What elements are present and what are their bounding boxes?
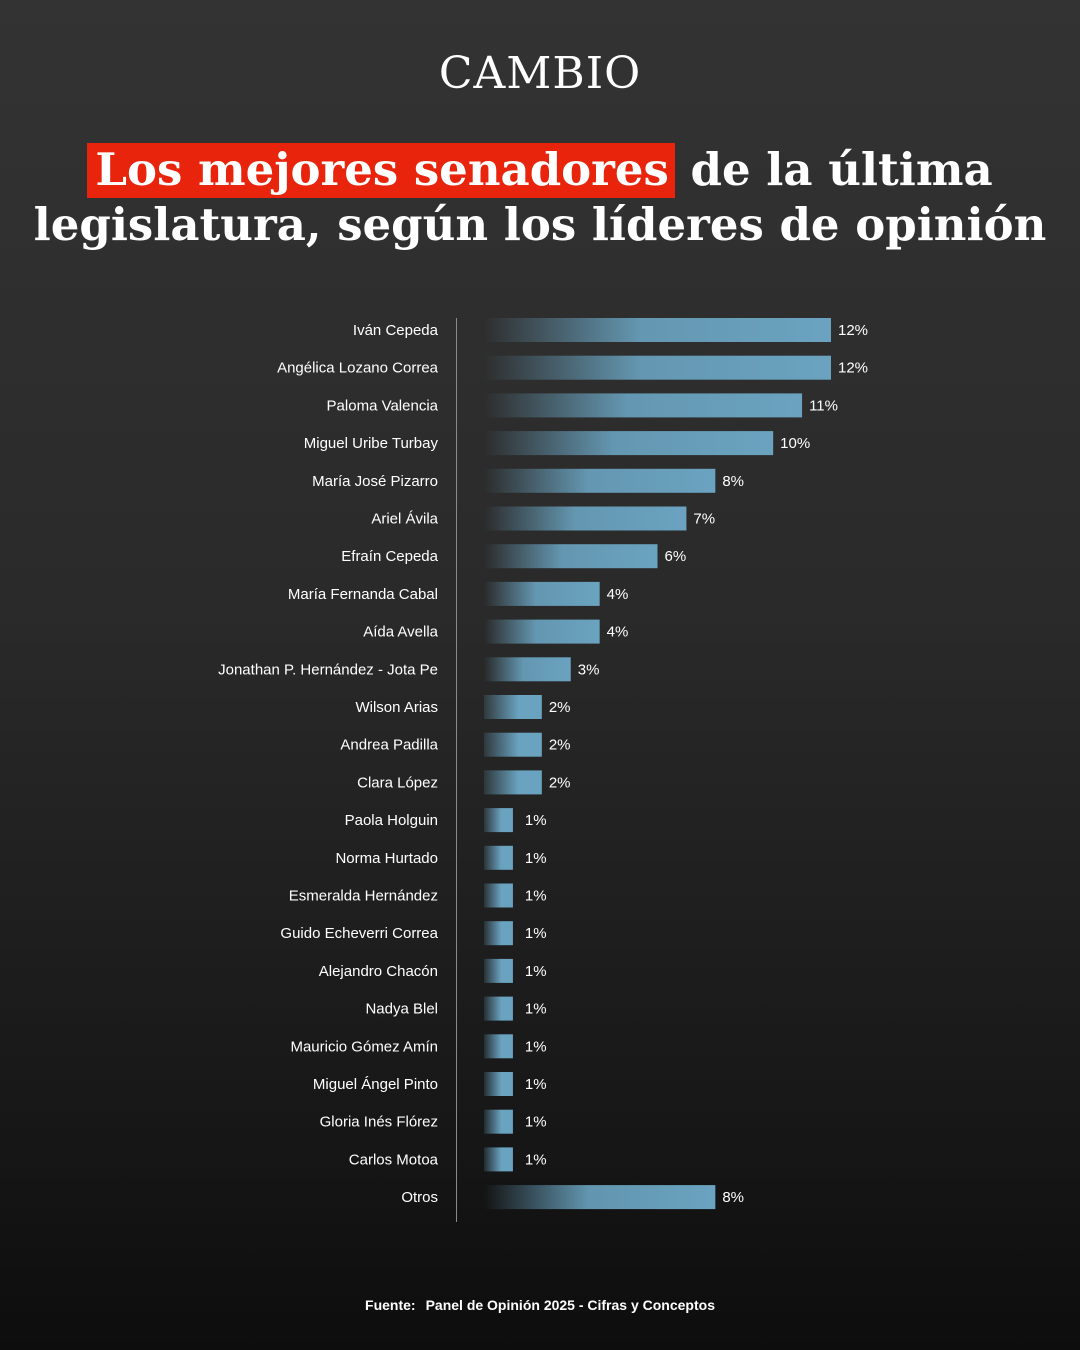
bar — [484, 883, 513, 908]
category-label: Esmeralda Hernández — [289, 888, 438, 905]
bar — [484, 318, 831, 342]
bar — [484, 393, 803, 418]
bar — [484, 695, 542, 719]
bar — [484, 1109, 513, 1134]
cambio-logo: CAMBIO — [438, 48, 642, 99]
bar — [484, 355, 831, 380]
value-label: 11% — [809, 397, 838, 414]
headline-line-1: Los mejores senadores de la última — [0, 142, 1080, 198]
category-label: Paola Holguin — [345, 812, 438, 829]
bar — [484, 921, 513, 946]
bar — [484, 996, 513, 1021]
category-label: Aída Avella — [363, 624, 438, 641]
bar — [484, 431, 774, 456]
value-label: 1% — [525, 812, 547, 829]
value-label: 8% — [722, 473, 744, 490]
value-label: 3% — [578, 661, 600, 678]
category-label: Gloria Inés Flórez — [320, 1114, 438, 1131]
category-label: Andrea Padilla — [340, 737, 438, 754]
value-label: 1% — [525, 1076, 547, 1093]
value-label: 2% — [549, 699, 571, 716]
value-label: 4% — [607, 624, 629, 641]
value-label: 1% — [525, 1151, 547, 1168]
category-label: Carlos Motoa — [349, 1151, 439, 1168]
category-label: Guido Echeverri Correa — [280, 925, 438, 942]
category-label: Iván Cepeda — [353, 322, 439, 339]
value-label: 1% — [525, 1038, 547, 1055]
value-label: 4% — [607, 586, 629, 603]
bar — [484, 544, 658, 569]
bar — [484, 657, 571, 682]
bar — [484, 1072, 513, 1096]
bar — [484, 506, 687, 531]
headline-rest: de la última — [690, 143, 993, 196]
bar — [484, 958, 513, 983]
bar — [484, 1034, 513, 1059]
headline-highlight: Los mejores senadores — [87, 143, 675, 198]
source-note: Fuente: Panel de Opinión 2025 - Cifras y … — [0, 1297, 1080, 1313]
category-label: Angélica Lozano Correa — [277, 360, 439, 377]
value-label: 12% — [838, 322, 868, 339]
value-label: 12% — [838, 360, 868, 377]
value-label: 6% — [665, 548, 687, 565]
value-label: 1% — [525, 888, 547, 905]
category-label: Miguel Uribe Turbay — [304, 435, 439, 452]
category-label: Wilson Arias — [355, 699, 438, 716]
value-label: 1% — [525, 963, 547, 980]
bar — [484, 770, 542, 795]
category-label: Clara López — [357, 774, 438, 791]
category-label: Otros — [401, 1189, 438, 1206]
source-text: Panel de Opinión 2025 - Cifras y Concept… — [425, 1297, 715, 1313]
value-label: 7% — [693, 511, 715, 528]
source-label: Fuente: — [365, 1297, 416, 1313]
bar-chart: Iván Cepeda 12% Angélica Lozano Correa 12% P… — [218, 318, 868, 1222]
bar — [484, 808, 513, 833]
bar — [484, 468, 716, 493]
category-label: Nadya Blel — [365, 1001, 438, 1018]
category-label: Paloma Valencia — [327, 397, 439, 414]
bar — [484, 1147, 513, 1172]
headline-line-2: legislatura, según los líderes de opinió… — [33, 198, 1047, 251]
value-label: 2% — [549, 774, 571, 791]
category-label: Norma Hurtado — [335, 850, 438, 867]
bar — [484, 619, 600, 644]
value-label: 10% — [780, 435, 810, 452]
value-label: 1% — [525, 850, 547, 867]
value-label: 1% — [525, 1114, 547, 1131]
bar — [484, 845, 513, 870]
category-label: Efraín Cepeda — [341, 548, 438, 565]
category-label: Miguel Ángel Pinto — [313, 1076, 438, 1093]
category-label: Alejandro Chacón — [319, 963, 438, 980]
value-label: 2% — [549, 737, 571, 754]
category-label: María Fernanda Cabal — [288, 586, 438, 603]
bar — [484, 732, 542, 757]
bar — [484, 581, 600, 606]
headline: Los mejores senadores de la última legis… — [0, 142, 1080, 252]
value-label: 1% — [525, 925, 547, 942]
category-label: Ariel Ávila — [371, 511, 438, 528]
category-label: Jonathan P. Hernández - Jota Pe — [218, 661, 438, 678]
bar — [484, 1185, 716, 1210]
category-label: María José Pizarro — [312, 473, 438, 490]
category-label: Mauricio Gómez Amín — [290, 1038, 438, 1055]
value-label: 8% — [722, 1189, 744, 1206]
value-label: 1% — [525, 1001, 547, 1018]
